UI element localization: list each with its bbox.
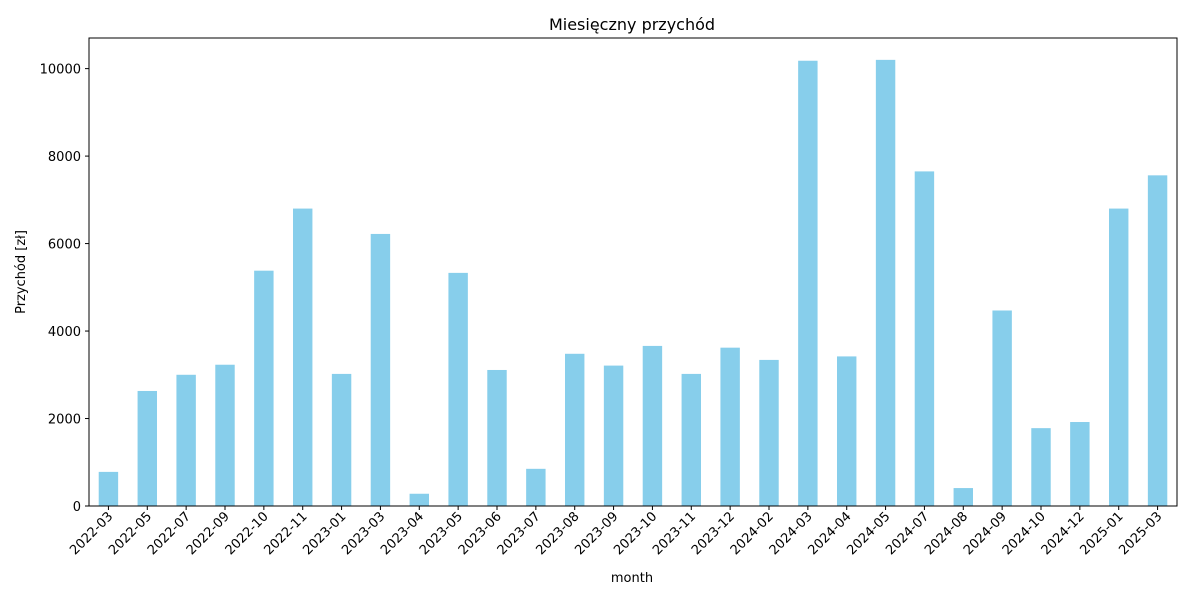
bar-2023-01 xyxy=(331,373,352,506)
bar-2023-03 xyxy=(370,233,391,506)
y-tick-label: 2000 xyxy=(48,413,81,428)
y-tick-label: 8000 xyxy=(48,150,81,165)
bar-2024-05 xyxy=(875,59,896,506)
bar-2023-06 xyxy=(487,369,507,506)
bar-2023-05 xyxy=(448,272,468,506)
y-axis: 0 2000 4000 6000 8000 10000 xyxy=(40,63,89,515)
x-tick-label: 2025-03 xyxy=(1116,509,1165,558)
y-tick-label: 0 xyxy=(73,500,81,515)
bar-2025-03 xyxy=(1147,175,1168,506)
y-tick-label: 10000 xyxy=(40,63,81,78)
bar-2024-07 xyxy=(914,171,935,507)
bar-2023-07 xyxy=(526,468,546,506)
bar-2024-12 xyxy=(1070,422,1090,506)
bar-2024-09 xyxy=(992,310,1012,506)
y-tick-label: 4000 xyxy=(48,325,81,340)
x-axis: 2022-032022-052022-072022-092022-102022-… xyxy=(67,506,1165,558)
chart-title: Miesięczny przychód xyxy=(549,15,715,34)
bar-2025-01 xyxy=(1109,208,1129,506)
bar-2023-10 xyxy=(642,345,663,506)
bar-2023-09 xyxy=(603,365,624,506)
bar-2022-11 xyxy=(293,208,313,506)
bar-2024-03 xyxy=(798,60,818,506)
bar-2023-12 xyxy=(720,347,740,506)
bar-2022-05 xyxy=(137,390,157,506)
x-axis-label: month xyxy=(611,571,653,586)
bar-2022-10 xyxy=(254,270,274,506)
plot-frame xyxy=(88,37,1178,507)
bar-2022-07 xyxy=(176,374,196,506)
bar-2023-04 xyxy=(409,493,429,506)
bar-2022-09 xyxy=(215,364,235,506)
bar-2023-11 xyxy=(681,373,701,506)
bar-2024-04 xyxy=(837,356,857,506)
bar-2024-10 xyxy=(1031,428,1051,506)
bar-2024-08 xyxy=(953,488,973,506)
bar-2024-02 xyxy=(759,359,779,506)
bar-2022-03 xyxy=(98,471,119,506)
y-axis-label: Przychód [zł] xyxy=(14,230,29,314)
y-tick-label: 6000 xyxy=(48,238,81,253)
bars-group xyxy=(98,59,1168,507)
bar-2023-08 xyxy=(565,353,585,506)
